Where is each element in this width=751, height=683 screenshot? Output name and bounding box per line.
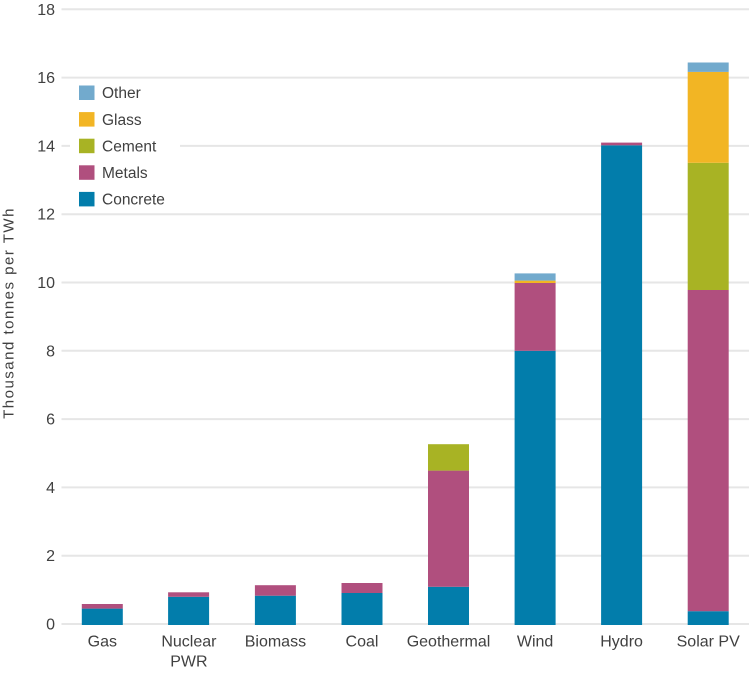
svg-text:8: 8 <box>46 343 55 360</box>
svg-text:16: 16 <box>37 70 55 87</box>
svg-text:4: 4 <box>46 480 55 497</box>
svg-text:Nuclear: Nuclear <box>161 634 217 651</box>
svg-text:Concrete: Concrete <box>102 192 165 209</box>
svg-text:Glass: Glass <box>102 112 142 129</box>
svg-text:18: 18 <box>37 2 55 19</box>
svg-text:6: 6 <box>46 412 55 429</box>
svg-text:Geothermal: Geothermal <box>407 634 491 651</box>
svg-text:Metals: Metals <box>102 165 148 182</box>
svg-text:0: 0 <box>46 617 55 634</box>
svg-text:Wind: Wind <box>517 634 553 651</box>
svg-text:Hydro: Hydro <box>600 634 643 651</box>
svg-text:14: 14 <box>37 138 55 155</box>
svg-text:Thousand tonnes per TWh: Thousand tonnes per TWh <box>0 207 17 419</box>
svg-text:12: 12 <box>37 207 55 224</box>
svg-text:10: 10 <box>37 275 55 292</box>
svg-text:Coal: Coal <box>346 634 379 651</box>
svg-text:2: 2 <box>46 548 55 565</box>
svg-text:Other: Other <box>102 85 141 102</box>
svg-text:PWR: PWR <box>170 654 207 671</box>
svg-text:Solar PV: Solar PV <box>677 634 740 651</box>
svg-text:Biomass: Biomass <box>245 634 306 651</box>
svg-text:Gas: Gas <box>88 634 117 651</box>
svg-text:Cement: Cement <box>102 138 157 155</box>
